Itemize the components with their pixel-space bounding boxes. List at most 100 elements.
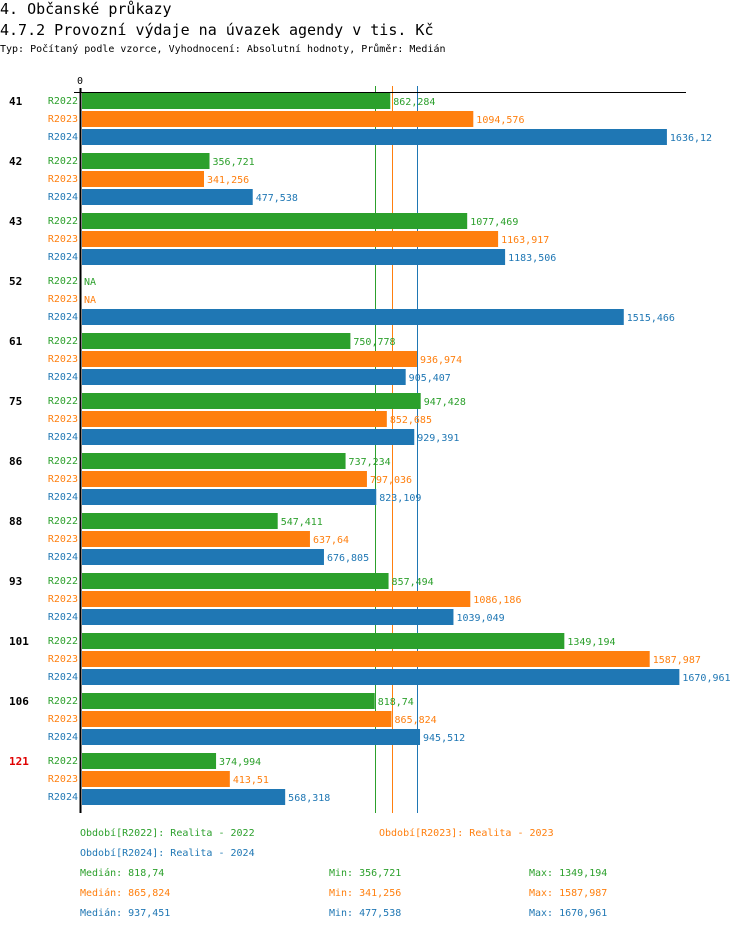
bar <box>82 633 565 649</box>
legend-item-r2023: Období[R2023]: Realita - 2023 <box>379 828 554 839</box>
series-label: R2024 <box>48 372 78 383</box>
bar <box>82 429 415 445</box>
data-label: 947,428 <box>424 397 466 408</box>
series-label: R2022 <box>48 396 78 407</box>
legend-item-r2022: Období[R2022]: Realita - 2022 <box>80 828 255 839</box>
bar <box>82 531 310 547</box>
bar <box>82 249 506 265</box>
category-label: 121 <box>9 755 29 768</box>
category-label: 61 <box>9 335 23 348</box>
data-label: 637,64 <box>313 535 349 546</box>
data-label: 797,036 <box>370 475 412 486</box>
series-label: R2024 <box>48 792 78 803</box>
max-r2023: Max: 1587,987 <box>529 888 608 899</box>
series-label: R2023 <box>48 774 78 785</box>
data-label: 936,974 <box>420 355 462 366</box>
bar <box>82 669 680 685</box>
data-label: 750,778 <box>353 337 395 348</box>
series-label: R2022 <box>48 96 78 107</box>
series-label: R2023 <box>48 534 78 545</box>
series-label: R2024 <box>48 612 78 623</box>
series-label: R2024 <box>48 132 78 143</box>
bar <box>82 609 454 625</box>
series-label: R2023 <box>48 354 78 365</box>
category-label: 88 <box>9 515 22 528</box>
median-r2023: Medián: 865,824 <box>80 888 171 899</box>
bar <box>82 111 474 127</box>
series-label: R2022 <box>48 696 78 707</box>
bar <box>82 651 650 667</box>
bar <box>82 489 377 505</box>
category-label: 101 <box>9 635 29 648</box>
chart-subtitle: Typ: Počítaný podle vzorce, Vyhodnocení:… <box>0 44 446 55</box>
data-label: 1077,469 <box>470 217 518 228</box>
bar <box>82 153 210 169</box>
median-r2024: Medián: 937,451 <box>80 908 171 919</box>
legend-item-r2024: Období[R2024]: Realita - 2024 <box>80 848 255 859</box>
series-label: R2022 <box>48 276 78 287</box>
bar <box>82 771 230 787</box>
data-label: 1636,12 <box>670 133 712 144</box>
max-r2024: Max: 1670,961 <box>529 908 608 919</box>
bar <box>82 471 367 487</box>
min-r2023: Min: 341,256 <box>329 888 402 899</box>
bar <box>82 393 421 409</box>
category-label: 42 <box>9 155 22 168</box>
bar <box>82 729 421 745</box>
bar <box>82 369 406 385</box>
data-label: 1163,917 <box>501 235 549 246</box>
series-label: R2024 <box>48 492 78 503</box>
series-label: R2022 <box>48 636 78 647</box>
series-label: R2022 <box>48 156 78 167</box>
data-label: 929,391 <box>417 433 459 444</box>
series-label: R2024 <box>48 432 78 443</box>
bar <box>82 513 278 529</box>
series-label: R2022 <box>48 576 78 587</box>
data-label: 676,805 <box>327 553 369 564</box>
bar <box>82 453 346 469</box>
bar <box>82 549 324 565</box>
series-label: R2024 <box>48 192 78 203</box>
chart-title: 4.7.2 Provozní výdaje na úvazek agendy v… <box>0 21 434 39</box>
data-label: 862,284 <box>393 97 435 108</box>
min-r2024: Min: 477,538 <box>329 908 402 919</box>
series-label: R2024 <box>48 732 78 743</box>
bar <box>82 711 392 727</box>
data-label: 818,74 <box>378 697 414 708</box>
data-label: 1515,466 <box>627 313 675 324</box>
series-label: R2022 <box>48 456 78 467</box>
series-label: R2023 <box>48 474 78 485</box>
series-label: R2023 <box>48 234 78 245</box>
data-label: 823,109 <box>379 493 421 504</box>
data-label: NA <box>84 277 96 288</box>
series-label: R2023 <box>48 594 78 605</box>
series-label: R2022 <box>48 216 78 227</box>
bar <box>82 171 204 187</box>
bar-chart: 0 41 R2022 862,284 R2023 1094,576 R2024 1636,12… <box>9 76 731 813</box>
min-r2022: Min: 356,721 <box>329 868 402 879</box>
data-label: 1039,049 <box>456 613 504 624</box>
bar <box>82 789 286 805</box>
max-r2022: Max: 1349,194 <box>529 868 608 879</box>
data-label: 1670,961 <box>682 673 730 684</box>
series-label: R2022 <box>48 516 78 527</box>
category-label: 93 <box>9 575 22 588</box>
category-label: 41 <box>9 95 23 108</box>
category-label: 86 <box>9 455 23 468</box>
bar <box>82 129 667 145</box>
bar <box>82 189 253 205</box>
series-label: R2023 <box>48 114 78 125</box>
data-label: 477,538 <box>256 193 298 204</box>
series-label: R2024 <box>48 552 78 563</box>
bar <box>82 351 417 367</box>
series-label: R2024 <box>48 312 78 323</box>
data-label: 857,494 <box>392 577 434 588</box>
series-label: R2023 <box>48 414 78 425</box>
data-label: 1094,576 <box>476 115 524 126</box>
data-label: 852,685 <box>390 415 432 426</box>
data-label: 1086,186 <box>473 595 521 606</box>
category-label: 75 <box>9 395 22 408</box>
series-label: R2024 <box>48 252 78 263</box>
series-label: R2022 <box>48 336 78 347</box>
bar <box>82 93 391 109</box>
